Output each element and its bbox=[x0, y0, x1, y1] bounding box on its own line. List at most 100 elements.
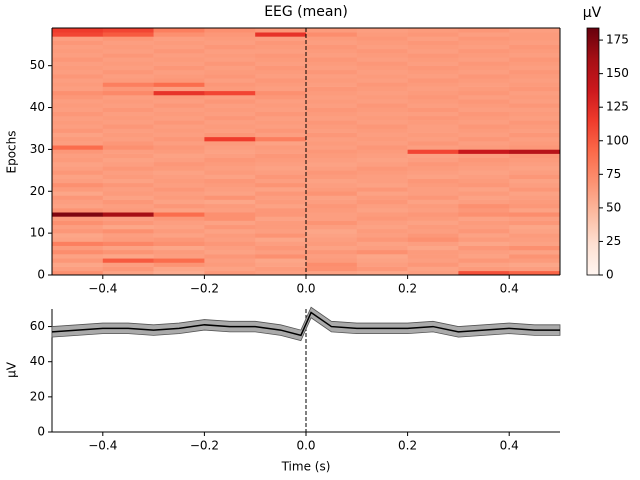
heatmap-cell bbox=[255, 32, 307, 37]
heatmap-cell bbox=[52, 174, 104, 180]
heatmap-cell bbox=[458, 48, 510, 54]
heatmap-cell bbox=[356, 44, 408, 50]
heatmap-cell bbox=[509, 78, 561, 83]
heatmap-cell bbox=[407, 132, 459, 138]
heatmap-cell bbox=[306, 82, 358, 87]
heatmap-cell bbox=[153, 178, 205, 184]
heatmap-cell bbox=[102, 262, 154, 267]
heatmap-cell bbox=[52, 187, 104, 192]
heatmap-cell bbox=[204, 82, 256, 87]
heatmap-cell bbox=[306, 61, 358, 66]
heatmap-cell bbox=[356, 245, 408, 251]
heatmap-cell bbox=[102, 241, 154, 246]
heatmap-cell bbox=[407, 61, 459, 66]
heatmap-cell bbox=[204, 99, 256, 104]
heatmap-cell bbox=[102, 224, 154, 230]
heatmap-cell bbox=[204, 120, 256, 125]
heatmap-cell bbox=[407, 241, 459, 246]
heatmap-cell bbox=[102, 132, 154, 138]
heatmap-cell bbox=[458, 228, 510, 234]
heatmap-cell bbox=[102, 208, 154, 213]
heatmap-cell bbox=[306, 187, 358, 192]
heatmap-cell bbox=[102, 65, 154, 71]
heatmap-cell bbox=[52, 99, 104, 104]
heatmap-cell bbox=[407, 249, 459, 255]
heatmap-cell bbox=[356, 254, 408, 259]
heatmap-cell bbox=[509, 233, 561, 238]
heatmap-cell bbox=[153, 245, 205, 251]
heatmap-cell bbox=[458, 61, 510, 66]
colorbar-tick-label: 75 bbox=[606, 167, 621, 181]
heatmap-cell bbox=[306, 254, 358, 259]
heatmap-cell bbox=[102, 170, 154, 175]
heatmap-cell bbox=[204, 191, 256, 196]
heatmap-cell bbox=[306, 170, 358, 175]
heatmap-cell bbox=[204, 90, 256, 96]
heatmap-cell bbox=[509, 157, 561, 163]
heatmap-cell bbox=[204, 220, 256, 226]
heatmap-cell bbox=[204, 157, 256, 163]
heatmap-cell bbox=[153, 170, 205, 175]
heatmap-cell bbox=[204, 233, 256, 238]
heatmap-cell bbox=[407, 166, 459, 171]
heatmap-cell bbox=[356, 220, 408, 226]
heatmap-cell bbox=[52, 136, 104, 142]
heatmap-cell bbox=[509, 132, 561, 138]
heatmap-cell bbox=[204, 145, 256, 150]
heatmap-cell bbox=[356, 157, 408, 163]
heatmap-cell bbox=[458, 178, 510, 184]
heatmap-cell bbox=[102, 136, 154, 142]
heatmap-cell bbox=[102, 124, 154, 129]
heatmap-cell bbox=[102, 111, 154, 117]
heatmap-cell bbox=[458, 212, 510, 217]
heatmap-cell bbox=[306, 124, 358, 129]
heatmap-cell bbox=[204, 258, 256, 263]
heatmap-cell bbox=[52, 241, 104, 246]
heatmap-cell bbox=[153, 74, 205, 79]
x-tick-label: −0.4 bbox=[88, 282, 117, 296]
colorbar-label: µV bbox=[583, 5, 602, 21]
heatmap-cell bbox=[102, 187, 154, 192]
y-tick-label: 40 bbox=[30, 100, 45, 114]
heatmap-cell bbox=[509, 103, 561, 108]
heatmap-cell bbox=[52, 40, 104, 46]
heatmap-cell bbox=[153, 174, 205, 180]
heatmap-cell bbox=[52, 78, 104, 83]
heatmap-cell bbox=[356, 78, 408, 83]
heatmap-cell bbox=[407, 245, 459, 251]
heatmap-cell bbox=[52, 57, 104, 62]
heatmap-cell bbox=[407, 170, 459, 175]
heatmap-cell bbox=[509, 136, 561, 142]
heatmap-cell bbox=[153, 266, 205, 272]
heatmap-cell bbox=[52, 178, 104, 184]
heatmap-cell bbox=[153, 111, 205, 117]
heatmap-cell bbox=[255, 124, 307, 129]
heatmap-cell bbox=[153, 212, 205, 217]
heatmap-cell bbox=[356, 82, 408, 87]
heatmap-cell bbox=[509, 53, 561, 58]
heatmap-cell bbox=[356, 128, 408, 133]
heatmap-cell bbox=[306, 136, 358, 142]
heatmap-cell bbox=[204, 69, 256, 75]
heatmap-cell bbox=[407, 141, 459, 146]
heatmap-cell bbox=[407, 191, 459, 196]
heatmap-cell bbox=[255, 145, 307, 150]
heatmap-cell bbox=[153, 90, 205, 96]
heatmap-cell bbox=[52, 124, 104, 129]
heatmap-cell bbox=[306, 245, 358, 251]
heatmap-cell bbox=[255, 203, 307, 209]
x-tick-label: 0.0 bbox=[296, 439, 315, 453]
heatmap-cell bbox=[52, 182, 104, 188]
heatmap-cell bbox=[52, 132, 104, 138]
heatmap-cell bbox=[153, 132, 205, 138]
heatmap-cell bbox=[306, 53, 358, 58]
y-tick-label: 0 bbox=[37, 425, 45, 439]
heatmap-cell bbox=[509, 237, 561, 242]
heatmap-cell bbox=[356, 99, 408, 104]
heatmap-cell bbox=[509, 115, 561, 121]
heatmap-cell bbox=[153, 99, 205, 104]
heatmap-cell bbox=[255, 157, 307, 163]
heatmap-cell bbox=[458, 208, 510, 213]
heatmap-cell bbox=[356, 237, 408, 242]
heatmap-cell bbox=[458, 170, 510, 175]
